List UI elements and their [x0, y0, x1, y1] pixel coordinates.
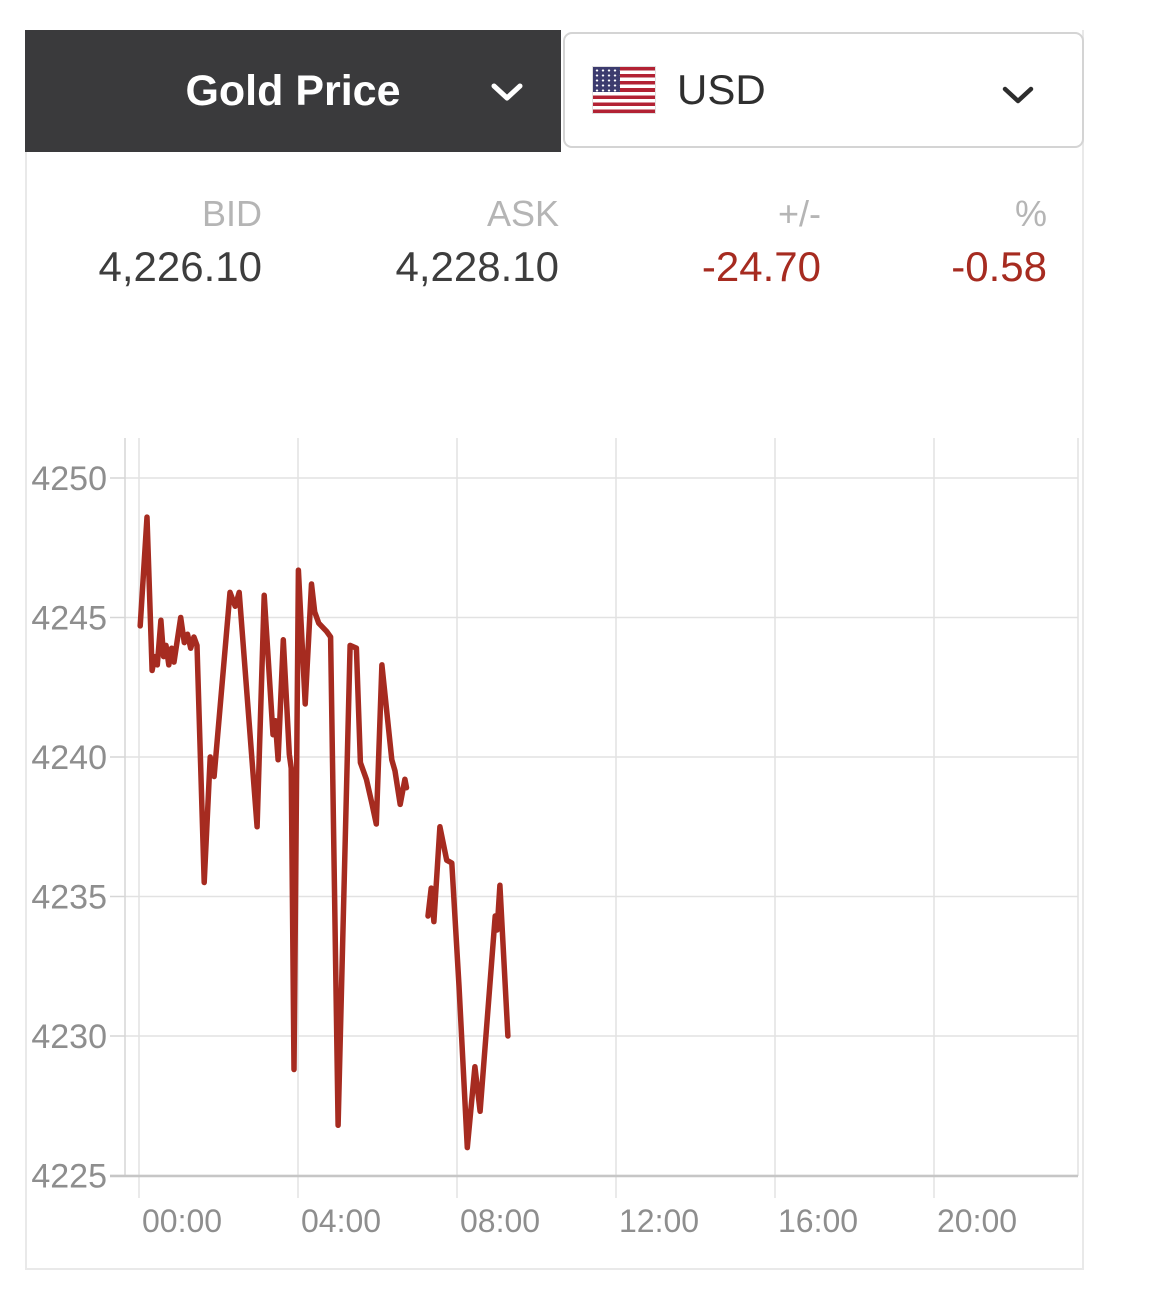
bid-label: BID — [201, 193, 262, 234]
x-tick-label: 12:00 — [619, 1203, 699, 1239]
y-tick-label: 4250 — [31, 460, 107, 498]
chevron-down-icon — [491, 83, 523, 104]
x-tick-label: 08:00 — [460, 1203, 540, 1239]
y-tick-label: 4245 — [31, 600, 107, 638]
currency-selector-dropdown[interactable]: USD — [563, 32, 1084, 148]
widget-header: Gold Price USD — [25, 30, 1084, 152]
y-tick-label: 4235 — [31, 879, 107, 917]
y-tick-label: 4240 — [31, 739, 107, 777]
currency-selector-label: USD — [677, 66, 766, 113]
change-column: +/- -24.70 — [559, 196, 821, 288]
price-chart[interactable]: 4250 4245 4240 4235 4230 4225 00:00 04:00 08:00 1… — [27, 430, 1082, 1270]
ask-column: ASK 4,228.10 — [262, 193, 560, 290]
price-line-segment — [137, 514, 410, 1129]
chevron-down-icon — [1002, 86, 1034, 107]
x-tick-label: 20:00 — [937, 1203, 1017, 1239]
metal-selector-dropdown[interactable]: Gold Price — [25, 30, 561, 152]
x-tick-label: 16:00 — [778, 1203, 858, 1239]
y-tick-label: 4225 — [31, 1158, 107, 1196]
price-chart-svg: 4250 4245 4240 4235 4230 4225 00:00 04:00 08:00 1… — [31, 438, 1079, 1239]
us-flag-icon — [592, 66, 656, 114]
ask-label: ASK — [486, 193, 559, 234]
quote-row: BID 4,226.10 ASK 4,228.10 +/- -24.70 % -… — [27, 152, 1082, 288]
us-flag-canton — [593, 67, 620, 92]
gold-price-widget: Gold Price USD BID 4,226.10 A — [25, 30, 1084, 1270]
y-tick-label: 4230 — [31, 1018, 107, 1056]
change-label: +/- — [777, 193, 821, 234]
x-tick-label: 00:00 — [142, 1203, 222, 1239]
metal-selector-label: Gold Price — [185, 66, 401, 115]
bid-column: BID 4,226.10 — [27, 193, 263, 290]
percent-label: % — [1014, 193, 1047, 234]
percent-value: -0.58 — [951, 243, 1047, 290]
price-line-segment — [425, 824, 511, 1151]
x-tick-label: 04:00 — [301, 1203, 381, 1239]
change-value: -24.70 — [701, 243, 821, 290]
percent-column: % -0.58 — [821, 196, 1047, 288]
ask-value: 4,228.10 — [395, 243, 560, 290]
bid-value: 4,226.10 — [98, 243, 263, 290]
